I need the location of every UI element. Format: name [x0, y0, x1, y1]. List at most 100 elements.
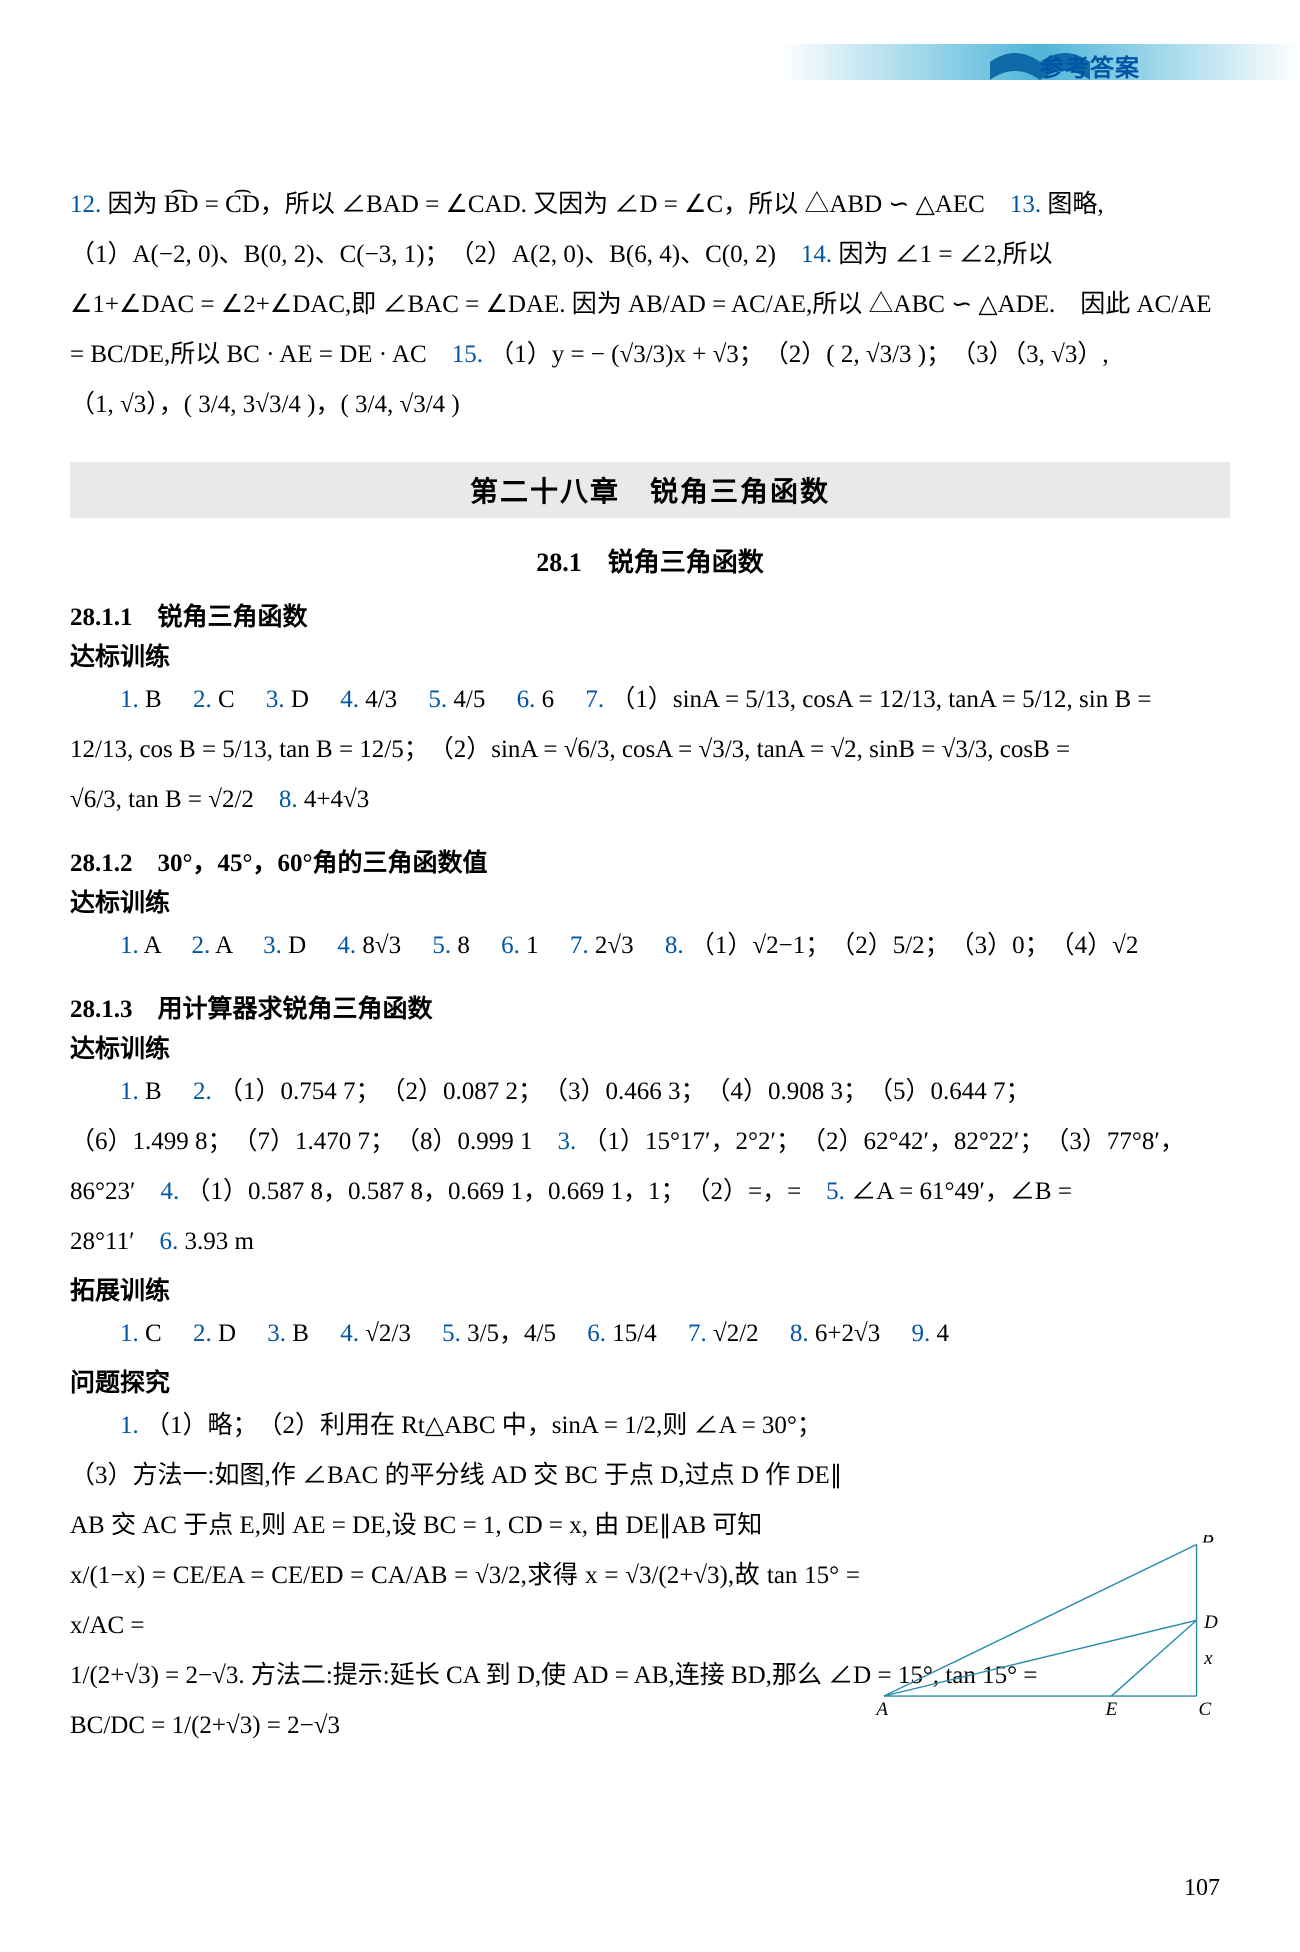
- block1: 12. 因为 B͡D = C͡D，所以 ∠BAD = ∠CAD. 又因为 ∠D …: [70, 180, 1230, 430]
- s2812-q5: 5.: [432, 932, 451, 959]
- s2811-line2: 12/13, cos B = 5/13, tan B = 12/5； （2）si…: [70, 725, 1230, 775]
- block1-line2: （1）A(−2, 0)、B(0, 2)、C(−3, 1)； （2）A(2, 0)…: [70, 241, 801, 268]
- block1-line4a: = BC/DE,所以 BC · AE = DE · AC: [70, 341, 452, 368]
- s2813-a4: （1）0.587 8，0.587 8，0.669 1，0.669 1，1； （2…: [179, 1178, 826, 1205]
- s2813-ta2: D: [212, 1320, 261, 1347]
- s2812-a7: 2√3: [589, 932, 659, 959]
- wenti-line2: （3）方法一:如图,作 ∠BAC 的平分线 AD 交 BC 于点 D,过点 D …: [70, 1451, 1230, 1501]
- s2813-line2: （6）1.499 8； （7）1.470 7； （8）0.999 1: [70, 1128, 558, 1155]
- s2813-tq9: 9.: [911, 1320, 930, 1347]
- s2813-line3: 86°23′: [70, 1178, 160, 1205]
- wenti-heading: 问题探究: [70, 1363, 1230, 1399]
- tuozhan-2813: 拓展训练: [70, 1271, 1230, 1307]
- s2813-ta5: 3/5，4/5: [461, 1320, 581, 1347]
- s2811-a1: B: [139, 686, 187, 713]
- s2811-q2: 2.: [193, 686, 212, 713]
- s2812-a6: 1: [520, 932, 564, 959]
- s2812-q4: 4.: [337, 932, 356, 959]
- s2811-answers: 1. B 2. C 3. D 4. 4/3 5. 4/5 6. 6 7. （1）…: [70, 675, 1230, 725]
- s2813-tq8: 8.: [790, 1320, 809, 1347]
- s2813-ta8: 6+2√3: [809, 1320, 906, 1347]
- s2812-q6: 6.: [501, 932, 520, 959]
- s2811-q5: 5.: [428, 686, 447, 713]
- q15-num: 15.: [452, 341, 483, 368]
- s2813-ta1: C: [139, 1320, 187, 1347]
- s2811-line3: √6/3, tan B = √2/2 8. 4+4√3: [70, 775, 1230, 825]
- s2812-q1: 1.: [120, 932, 139, 959]
- s2811-a5: 4/5: [447, 686, 510, 713]
- s2812-q7: 7.: [570, 932, 589, 959]
- s2813-a1: B: [139, 1078, 187, 1105]
- s2811-a3: D: [285, 686, 334, 713]
- svg-text:D: D: [1203, 1612, 1218, 1633]
- s2813-tq2: 2.: [193, 1320, 212, 1347]
- dabiao-2811: 达标训练: [70, 637, 1230, 673]
- s2813-line1: 1. B 2. （1）0.754 7； （2）0.087 2； （3）0.466…: [70, 1067, 1230, 1117]
- s2813-a2: （1）0.754 7； （2）0.087 2； （3）0.466 3； （4）0…: [212, 1078, 1031, 1105]
- s2813-ta6: 15/4: [606, 1320, 682, 1347]
- svg-text:E: E: [1105, 1699, 1118, 1715]
- s2811-a4: 4/3: [359, 686, 422, 713]
- s2813-line2wrap: （6）1.499 8； （7）1.470 7； （8）0.999 1 3. （1…: [70, 1117, 1230, 1167]
- s2811-a6: 6: [535, 686, 579, 713]
- wenti-line1: 1. （1）略； （2）利用在 Rt△ABC 中，sinA = 1/2,则 ∠A…: [70, 1401, 1230, 1451]
- section-28-1-title: 28.1 锐角三角函数: [70, 542, 1230, 579]
- content: 12. 因为 B͡D = C͡D，所以 ∠BAD = ∠CAD. 又因为 ∠D …: [70, 180, 1230, 1751]
- s2813-a5: ∠A = 61°49′，∠B =: [845, 1178, 1072, 1205]
- s2812-q2: 2.: [192, 932, 211, 959]
- s2811-a8: 4+4√3: [298, 786, 370, 813]
- s2811-q7: 7.: [585, 686, 604, 713]
- s2812-q8: 8.: [665, 932, 684, 959]
- svg-text:x: x: [1203, 1648, 1213, 1669]
- s2813-tuozhan-answers: 1. C 2. D 3. B 4. √2/3 5. 3/5，4/5 6. 15/…: [70, 1309, 1230, 1359]
- header-title: 参考答案: [1040, 48, 1140, 83]
- subsection-2813-heading: 28.1.3 用计算器求锐角三角函数: [70, 989, 1230, 1025]
- s2812-answers: 1. A 2. A 3. D 4. 8√3 5. 8 6. 1 7. 2√3 8…: [70, 921, 1230, 971]
- s2812-a5: 8: [451, 932, 495, 959]
- s2812-a4: 8√3: [356, 932, 426, 959]
- dabiao-2813: 达标训练: [70, 1029, 1230, 1065]
- s2811-line3a: √6/3, tan B = √2/2: [70, 786, 279, 813]
- s2812-a1: A: [139, 932, 186, 959]
- s2813-line4a: 28°11′: [70, 1228, 160, 1255]
- q12-num: 12.: [70, 191, 101, 218]
- s2813-ta9: 4: [930, 1320, 949, 1347]
- svg-text:A: A: [874, 1699, 888, 1715]
- subsection-2812-heading: 28.1.2 30°，45°，60°角的三角函数值: [70, 843, 1230, 879]
- wa1: （1）略； （2）利用在 Rt△ABC 中，sinA = 1/2,则 ∠A = …: [139, 1412, 822, 1439]
- s2813-a6: 3.93 m: [178, 1228, 254, 1255]
- page-number: 107: [1184, 1875, 1220, 1902]
- s2813-q2: 2.: [193, 1078, 212, 1105]
- s2811-q8: 8.: [279, 786, 298, 813]
- svg-text:C: C: [1198, 1699, 1211, 1715]
- s2811-q4: 4.: [340, 686, 359, 713]
- q14-text: 因为 ∠1 = ∠2,所以: [832, 241, 1052, 268]
- s2813-ta3: B: [286, 1320, 334, 1347]
- s2813-q1: 1.: [120, 1078, 139, 1105]
- s2812-a8: （1）√2−1； （2）5/2； （3）0； （4）√2: [684, 932, 1139, 959]
- s2812-a2: A: [210, 932, 257, 959]
- page: 参考答案 12. 因为 B͡D = C͡D，所以 ∠BAD = ∠CAD. 又因…: [0, 0, 1300, 1952]
- s2811-q6: 6.: [517, 686, 536, 713]
- q15-text: （1）y = − (√3/3)x + √3； （2）( 2, √3/3 )； （…: [483, 341, 1109, 368]
- s2811-a2: C: [212, 686, 260, 713]
- s2813-tq6: 6.: [587, 1320, 606, 1347]
- q12-text: 因为 B͡D = C͡D，所以 ∠BAD = ∠CAD. 又因为 ∠D = ∠C…: [101, 191, 1010, 218]
- s2813-q6: 6.: [160, 1228, 179, 1255]
- block1-line5: （1, √3），( 3/4, 3√3/4 )，( 3/4, √3/4 ): [70, 391, 460, 418]
- s2812-a3: D: [282, 932, 331, 959]
- s2813-tq5: 5.: [442, 1320, 461, 1347]
- chapter-title: 第二十八章 锐角三角函数: [70, 462, 1230, 518]
- block1-line3: ∠1+∠DAC = ∠2+∠DAC,即 ∠BAC = ∠DAE. 因为 AB/A…: [70, 291, 1212, 318]
- s2813-q4: 4.: [160, 1178, 179, 1205]
- dabiao-2812: 达标训练: [70, 883, 1230, 919]
- s2813-q5: 5.: [826, 1178, 845, 1205]
- s2811-q3: 3.: [266, 686, 285, 713]
- svg-text:B: B: [1202, 1535, 1214, 1548]
- s2811-a7: （1）sinA = 5/13, cosA = 12/13, tanA = 5/1…: [604, 686, 1151, 713]
- header-banner: 参考答案: [780, 40, 1300, 84]
- s2813-q3: 3.: [558, 1128, 577, 1155]
- triangle-diagram: A B C D Ex: [870, 1535, 1220, 1715]
- s2813-line3wrap: 86°23′ 4. （1）0.587 8，0.587 8，0.669 1，0.6…: [70, 1167, 1230, 1217]
- subsection-2811-heading: 28.1.1 锐角三角函数: [70, 597, 1230, 633]
